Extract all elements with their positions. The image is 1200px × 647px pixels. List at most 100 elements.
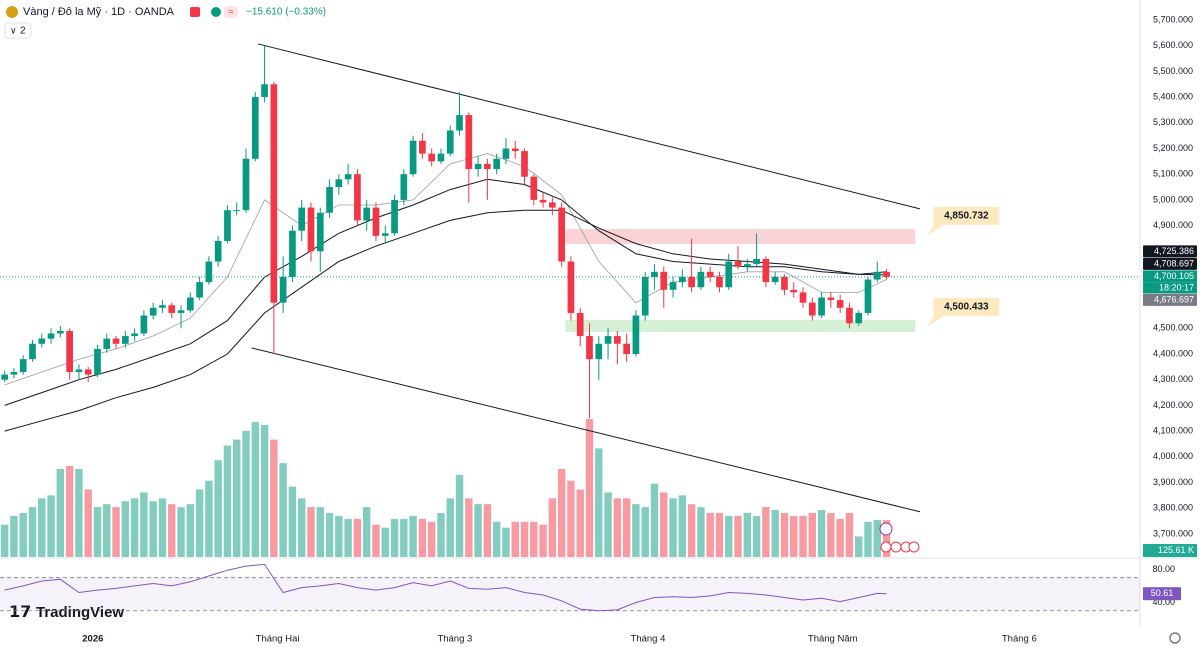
y-tick-label: 5,500.000: [1153, 66, 1193, 76]
volume-bar: [465, 498, 473, 557]
volume-bar: [344, 518, 352, 557]
candle-body: [827, 297, 835, 301]
volume-bar: [864, 521, 872, 557]
volume-bar: [335, 515, 343, 557]
volume-bar: [845, 512, 854, 557]
price-tag-label: 4,700.105: [1154, 271, 1194, 281]
brand-logo[interactable]: 𝟭𝟳 TradingView: [9, 604, 124, 621]
volume-bar: [251, 422, 260, 557]
candle-body: [363, 207, 371, 221]
candle-body: [716, 276, 723, 288]
candle-body: [354, 174, 361, 221]
volume-bar: [149, 501, 157, 557]
indicator-chevron: ∨: [10, 25, 17, 35]
x-tick-label: Tháng Năm: [808, 634, 858, 645]
candle-body: [567, 261, 575, 313]
volume-bar: [28, 507, 37, 557]
candle-body: [511, 148, 519, 152]
volume-bar: [725, 515, 733, 557]
market-status[interactable]: [211, 7, 221, 17]
volume-bar: [873, 520, 881, 557]
candle-body: [771, 276, 779, 283]
volume-bar: [140, 492, 148, 557]
candle-body: [196, 282, 203, 298]
volume-bar: [214, 460, 222, 557]
candle-body: [688, 276, 695, 288]
volume-bar: [799, 515, 807, 557]
volume-bar: [622, 498, 631, 557]
rsi-band: [0, 577, 1140, 611]
volume-bar: [84, 489, 92, 557]
candle-body: [873, 271, 881, 280]
candle-body: [94, 348, 101, 375]
price-tag: [1143, 257, 1197, 270]
volume-bar: [539, 524, 547, 557]
candle-body: [502, 148, 510, 159]
alert-icon[interactable]: [224, 6, 238, 18]
event-icon[interactable]: [890, 541, 902, 553]
volume-bar: [827, 512, 835, 557]
settings-icon[interactable]: [1169, 632, 1181, 644]
candle-body: [149, 307, 157, 316]
event-icon[interactable]: [880, 541, 892, 553]
volume-bar: [687, 504, 696, 557]
candle-body: [168, 305, 176, 313]
volume-bar: [260, 424, 269, 557]
candle-body: [47, 333, 55, 339]
x-tick-label: 2026: [82, 634, 103, 645]
y-tick-label: 5,400.000: [1153, 91, 1193, 101]
symbol-icon: [6, 6, 18, 18]
y-tick-label: 3,900.000: [1153, 477, 1193, 487]
volume-bar: [381, 527, 389, 557]
y-tick-label: 5,100.000: [1153, 169, 1193, 179]
volume-bar: [93, 507, 102, 557]
volume-bar: [353, 518, 362, 557]
zone-tag: [933, 297, 1000, 316]
candle-body: [641, 276, 649, 316]
candle-body: [864, 279, 872, 313]
volume-bar: [205, 480, 213, 557]
volume-bar: [233, 439, 241, 557]
candle-body: [140, 315, 148, 334]
candle-body: [836, 300, 844, 308]
volume-bar: [520, 521, 529, 557]
rsi-line: [4, 563, 887, 612]
event-icon[interactable]: [879, 522, 893, 536]
candle-body: [391, 199, 398, 234]
event-icons[interactable]: [879, 522, 920, 553]
candle-body: [539, 199, 547, 203]
event-icon[interactable]: [908, 541, 920, 553]
volume-bar: [297, 498, 306, 557]
volume-bar: [808, 512, 817, 557]
volume-bar: [790, 515, 798, 557]
volume-bar: [270, 439, 278, 557]
volume-bar: [390, 518, 399, 557]
candle-body: [66, 330, 73, 373]
volume-bar: [307, 507, 315, 557]
volume-bar: [158, 498, 167, 557]
candle-body: [437, 153, 445, 162]
candle-body: [855, 312, 863, 324]
y-tick-label: 3,700.000: [1153, 528, 1193, 538]
main-pane: [0, 43, 1140, 557]
volume-bar: [483, 504, 492, 557]
alert-glyph: ≈: [229, 6, 234, 16]
candle-body: [261, 84, 268, 98]
candle-body: [307, 207, 315, 252]
volume-bar: [47, 495, 55, 557]
flag-icon[interactable]: [190, 7, 200, 17]
trendline: [251, 347, 921, 513]
y-tick-label: 4,400.000: [1153, 348, 1193, 358]
indicator-toggle[interactable]: [4, 22, 32, 39]
volume-bar: [427, 521, 436, 557]
candle-body: [697, 271, 705, 288]
candle-body: [678, 276, 686, 283]
volume-bar: [743, 512, 752, 557]
y-tick-label: 4,500.000: [1153, 323, 1193, 333]
candle-body: [38, 338, 46, 344]
x-tick-label: Tháng 6: [1002, 634, 1037, 645]
candle-body: [734, 261, 742, 267]
volume-bar: [56, 468, 65, 557]
volume-bar: [65, 466, 74, 557]
candle-body: [456, 115, 463, 131]
